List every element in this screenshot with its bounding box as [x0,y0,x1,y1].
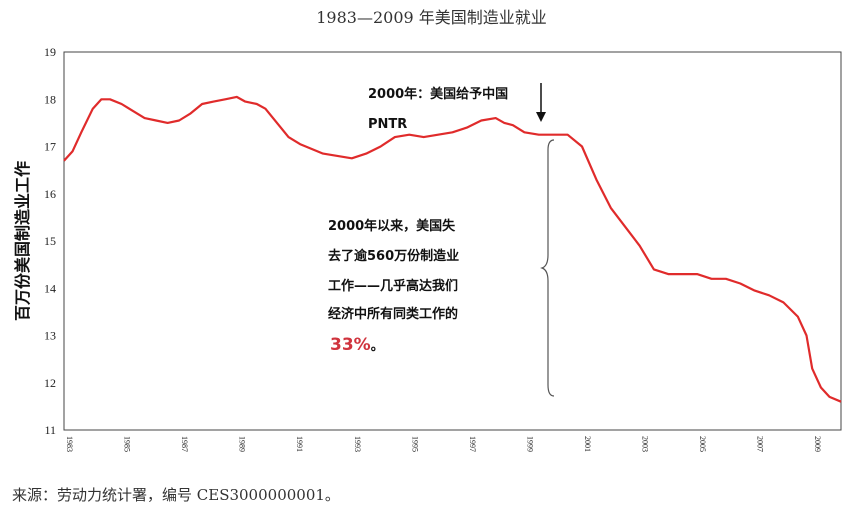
x-tick-label: 1995 [410,436,419,452]
annotation-loss-line3: 工作——几乎高达我们 [328,278,458,294]
x-tick-label: 1989 [238,436,247,452]
annotation-loss-line4: 经济中所有同类工作的 [328,306,458,322]
x-tick-label: 1987 [180,436,189,452]
x-tick-label: 1997 [468,436,477,452]
source-note: 来源：劳动力统计署，编号 CES3000000001。 [12,486,340,504]
brace-icon [540,139,555,397]
y-tick-label: 11 [44,423,56,437]
x-tick-label: 1983 [65,436,74,452]
x-tick-label: 2005 [698,436,707,452]
x-tick-label: 2003 [641,436,650,452]
annotation-loss-line1: 2000年以来，美国失 [328,218,456,234]
y-tick-label: 12 [44,376,56,390]
x-tick-label: 2001 [583,436,592,452]
plot-area [63,51,842,431]
x-tick-label: 1999 [525,436,534,452]
annotation-pntr-line1: 2000年：美国给予中国 [368,86,508,102]
y-tick-label: 16 [44,187,56,201]
y-tick-label: 18 [44,92,56,106]
y-tick-label: 17 [44,140,56,154]
y-tick-label: 13 [44,329,56,343]
x-tick-label: 1991 [295,436,304,452]
chart-title: 1983—2009 年美国制造业就业 [316,8,547,27]
y-tick-label: 15 [44,234,56,248]
y-tick-label: 14 [44,281,56,295]
x-axis: 1983 1985 1987 1989 1991 1993 1995 1997 1999 2001… [65,436,822,452]
annotation-loss-highlight-row: 33%。 [330,335,384,355]
x-tick-label: 2009 [813,436,822,452]
down-arrow-icon [536,83,546,122]
x-tick-label: 2007 [756,436,765,452]
annotation-pntr-line2: PNTR [368,117,407,132]
annotation-loss-highlight: 33% [330,335,371,355]
x-tick-label: 1993 [353,436,362,452]
series-line [63,95,842,403]
annotation-loss-line2: 去了逾560万份制造业 [328,248,459,264]
y-tick-label: 19 [44,45,56,59]
y-axis: 11 12 13 14 15 16 17 18 19 [44,45,56,437]
y-axis-label: 百万份美国制造业工作 [13,161,32,321]
annotation-loss-suffix: 。 [371,339,384,354]
x-tick-label: 1985 [123,436,132,452]
